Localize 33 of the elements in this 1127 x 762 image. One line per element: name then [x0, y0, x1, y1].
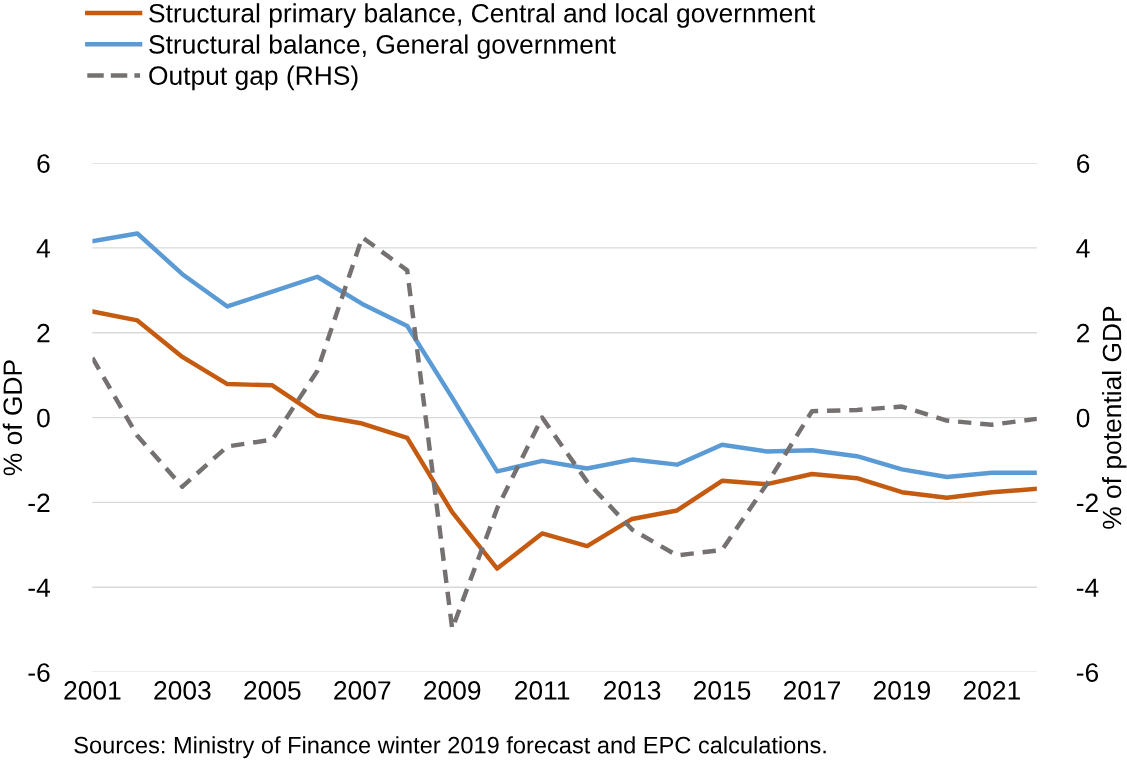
line-series	[92, 231, 1037, 480]
y2-tick-label: -4	[1076, 578, 1099, 597]
line-series	[92, 309, 1037, 571]
y-tick-label: -6	[28, 663, 50, 682]
x-tick-label: 2021	[963, 681, 1020, 700]
x-tick-label: 2019	[873, 681, 931, 700]
x-tick-label: 2013	[604, 681, 661, 700]
legend-label: Structural primary balance, Central and local government	[149, 3, 816, 28]
y2-tick-label: 6	[1077, 154, 1090, 173]
x-tick-label: 2005	[244, 681, 301, 700]
x-tick-label: 2003	[154, 681, 211, 700]
x-tick-label: 2001	[64, 681, 121, 700]
y2-tick-label: 2	[1077, 323, 1090, 343]
y2-tick-label: -2	[1076, 493, 1098, 512]
y-tick-label: 6	[37, 154, 50, 173]
source-note: Sources: Ministry of Finance winter 2019 forecast and EPC calculations.	[74, 736, 826, 759]
x-tick-label: 2009	[424, 681, 481, 700]
y-tick-label: 2	[37, 323, 50, 343]
legend-label: Structural balance, General government	[149, 34, 616, 59]
y2-tick-label: -6	[1076, 663, 1099, 682]
legend-label: Output gap (RHS)	[149, 65, 358, 91]
y-axis-title: % of GDP	[2, 360, 23, 476]
x-tick-label: 2017	[783, 681, 841, 700]
y2-tick-label: 0	[1076, 408, 1090, 428]
y-tick-label: 4	[36, 239, 50, 258]
y2-axis-title: % of potential GDP	[1101, 306, 1127, 529]
x-tick-label: 2011	[515, 681, 570, 700]
x-tick-label: 2007	[334, 681, 391, 700]
y-tick-label: 0	[37, 408, 50, 428]
y2-tick-label: 4	[1076, 239, 1090, 258]
x-tick-label: 2015	[694, 681, 751, 700]
y-tick-label: -2	[28, 493, 50, 512]
y-tick-label: -4	[28, 578, 50, 597]
